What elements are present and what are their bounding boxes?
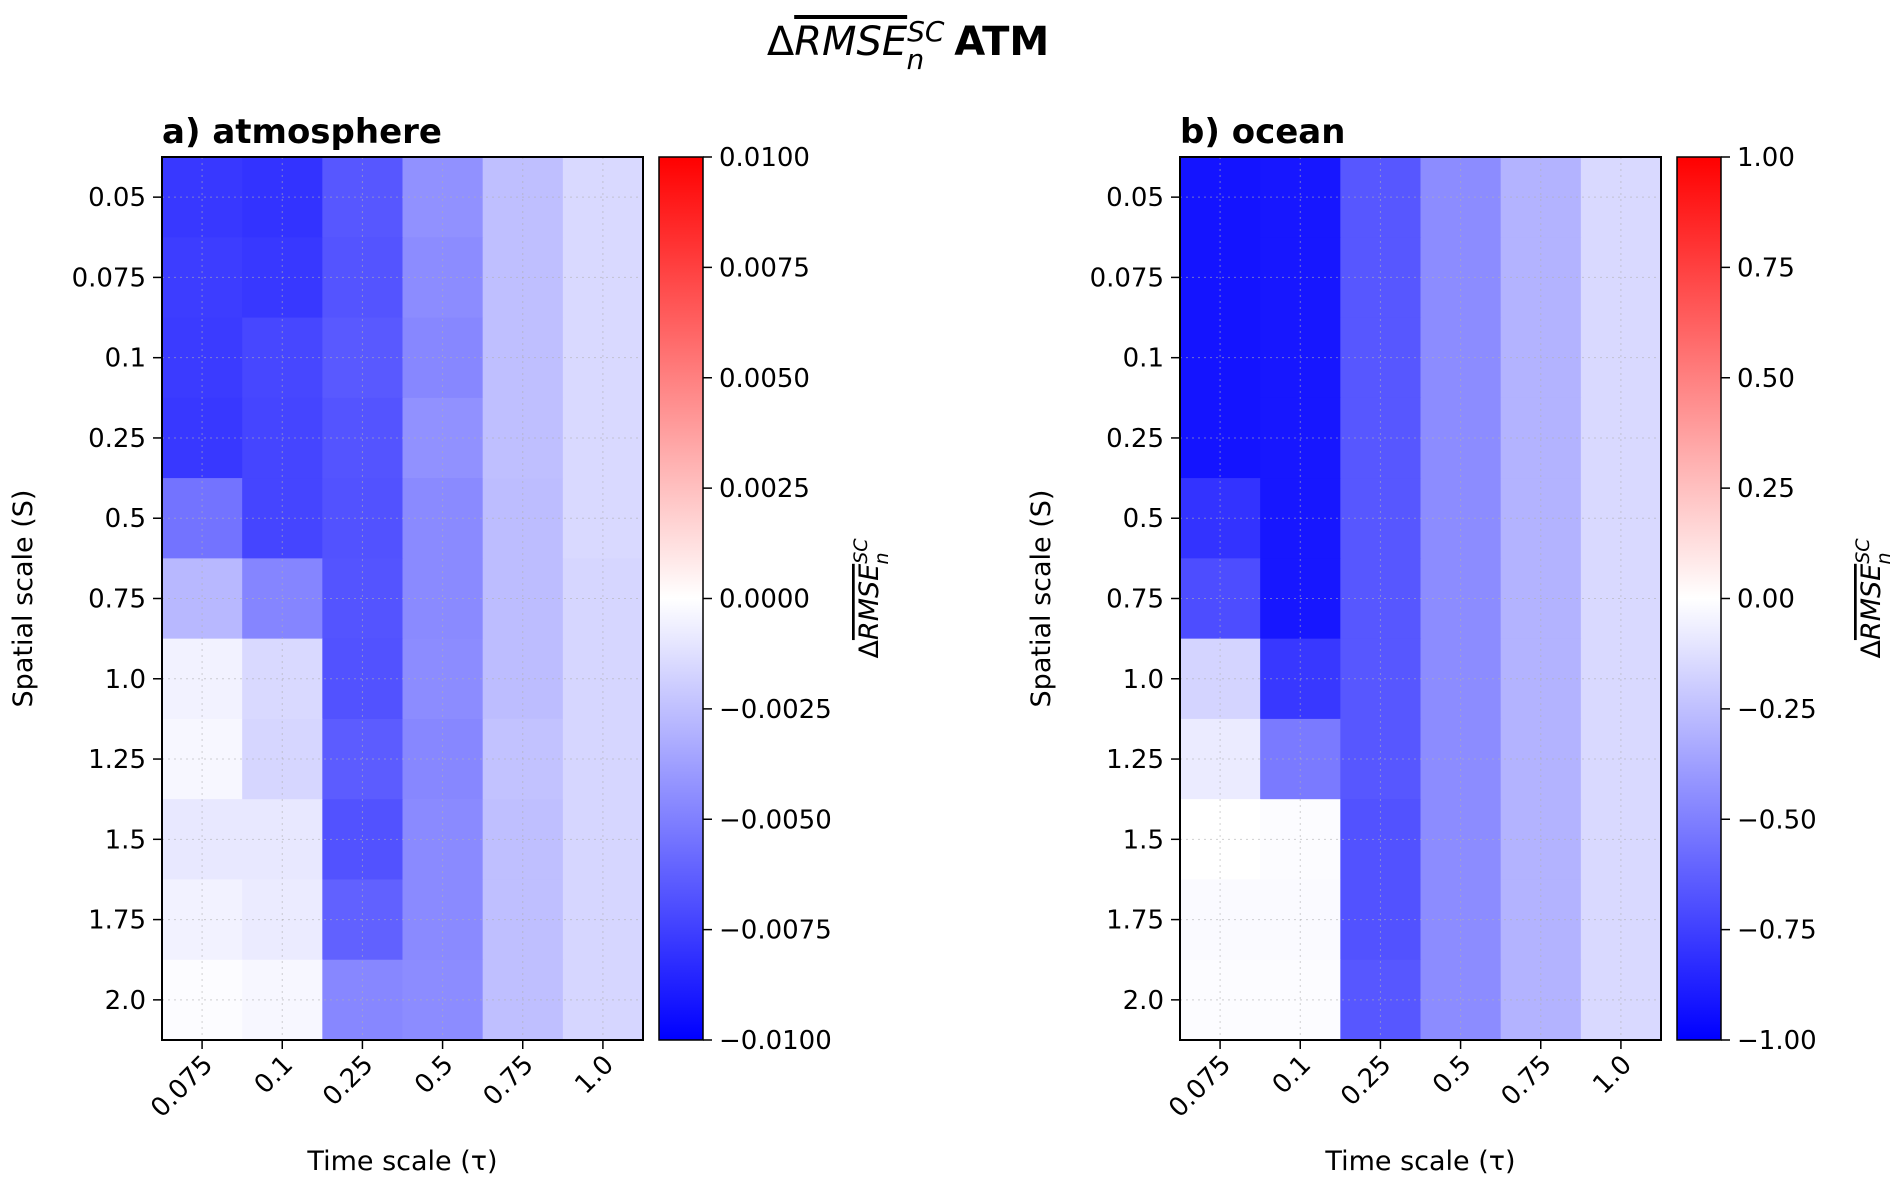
colorbar-label: ΔRMSESCn <box>850 538 893 659</box>
x-tick-label: 0.5 <box>409 1050 459 1100</box>
heatmap-cell <box>322 718 404 800</box>
colorbar-tick-label: 0.0025 <box>719 474 810 504</box>
panel-atmosphere: a) atmosphere 0.05 0.075 0.1 0.25 0.5 0.75 1.0 1… <box>8 112 893 1177</box>
panel-title: b) ocean <box>1180 112 1345 152</box>
x-axis-label: Time scale (τ) <box>1324 1146 1515 1177</box>
colorbar <box>658 156 704 1041</box>
x-tick-label: 0.5 <box>1427 1050 1477 1100</box>
colorbar-label-var: RMSE <box>854 564 885 640</box>
y-tick-label: 0.5 <box>1123 504 1164 534</box>
x-axis-label: Time scale (τ) <box>306 1146 497 1177</box>
y-tick-label: 0.5 <box>105 504 146 534</box>
y-tick-label: 0.25 <box>1106 424 1164 454</box>
y-tick-label: 1.25 <box>1106 745 1164 775</box>
colorbar-label-delta: Δ <box>1856 640 1887 659</box>
colorbar-tick-label: 0.50 <box>1737 364 1795 394</box>
y-tick-label: 0.25 <box>88 424 146 454</box>
x-tick-label: 0.25 <box>1335 1050 1397 1112</box>
y-tick-label: 0.75 <box>1106 585 1164 615</box>
colorbar-tick-label: 0.00 <box>1737 585 1795 615</box>
colorbar-label-var: RMSE <box>1856 564 1887 640</box>
y-tick-label: 2.0 <box>105 986 146 1016</box>
figure-title-var: RMSE <box>794 19 908 65</box>
heatmap-cell <box>1340 397 1422 479</box>
x-tick-label: 0.75 <box>478 1050 540 1112</box>
x-tick-label: 0.075 <box>1163 1050 1237 1124</box>
grid-lines <box>162 157 643 1040</box>
x-tick-label: 0.25 <box>317 1050 379 1112</box>
y-tick-label: 1.25 <box>88 745 146 775</box>
colorbar-tick-label: 0.75 <box>1737 253 1795 283</box>
x-tick-label: 1.0 <box>569 1050 619 1100</box>
colorbar-label-sub: n <box>871 552 893 564</box>
panel-ocean: b) ocean 0.05 0.075 0.1 0.25 0.5 0.75 1.0 1.25 1.… <box>1026 112 1892 1177</box>
figure-title-sup: SC <box>907 15 945 48</box>
colorbar-tick-label: −0.50 <box>1737 805 1817 835</box>
colorbar-label-sup: SC <box>1852 538 1874 564</box>
y-tick-label: 2.0 <box>1123 986 1164 1016</box>
y-tick-label: 0.075 <box>72 263 146 293</box>
colorbar-label-sup: SC <box>850 538 872 564</box>
colorbar-tick-label: 0.0000 <box>719 585 810 615</box>
y-tick-label: 1.5 <box>1123 825 1164 855</box>
figure-title-sub: n <box>906 43 924 76</box>
colorbar-tick-label: −0.25 <box>1737 695 1817 725</box>
colorbar-tick-label: 0.0100 <box>719 143 810 173</box>
y-axis-label: Spatial scale (S) <box>8 490 39 708</box>
y-axis-label: Spatial scale (S) <box>1026 490 1057 708</box>
colorbar-tick-label: −0.0025 <box>719 695 832 725</box>
x-tick-label: 0.1 <box>249 1050 299 1100</box>
y-tick-label: 0.075 <box>1090 263 1164 293</box>
y-tick-label: 0.75 <box>88 585 146 615</box>
y-tick-label: 0.05 <box>1106 183 1164 213</box>
figure-title-suffix: ATM <box>954 19 1049 65</box>
colorbar-tick-label: −1.00 <box>1737 1026 1817 1056</box>
colorbar-label-sub: n <box>1873 552 1892 564</box>
colorbar-tick-label: −0.0100 <box>719 1026 832 1056</box>
y-tick-label: 1.0 <box>105 665 146 695</box>
figure-title-delta: Δ <box>767 19 795 65</box>
heatmap-cell <box>322 397 404 479</box>
colorbar-label-delta: Δ <box>854 640 885 659</box>
colorbar-tick-label: 0.0075 <box>719 253 810 283</box>
y-tick-label: 1.0 <box>1123 665 1164 695</box>
panel-title: a) atmosphere <box>162 112 442 152</box>
colorbar-tick-label: −0.0050 <box>719 805 832 835</box>
colorbar-tick-label: −0.75 <box>1737 916 1817 946</box>
colorbar-label: ΔRMSESCn <box>1852 538 1892 659</box>
x-tick-label: 0.75 <box>1496 1050 1558 1112</box>
y-tick-label: 0.1 <box>1123 344 1164 374</box>
colorbar-tick-label: 0.25 <box>1737 474 1795 504</box>
colorbar <box>1676 156 1722 1041</box>
figure-title: ΔRMSESC n ATM <box>767 15 1049 76</box>
colorbar-tick-label: −0.0075 <box>719 916 832 946</box>
y-tick-label: 1.75 <box>88 906 146 936</box>
colorbar-tick-label: 1.00 <box>1737 143 1795 173</box>
grid-lines <box>1180 157 1661 1040</box>
y-tick-label: 1.75 <box>1106 906 1164 936</box>
y-tick-label: 1.5 <box>105 825 146 855</box>
colorbar-tick-label: 0.0050 <box>719 364 810 394</box>
x-tick-label: 0.1 <box>1267 1050 1317 1100</box>
y-tick-label: 0.1 <box>105 344 146 374</box>
x-tick-label: 1.0 <box>1587 1050 1637 1100</box>
heatmap-cell <box>1340 718 1422 800</box>
y-tick-label: 0.05 <box>88 183 146 213</box>
x-tick-label: 0.075 <box>145 1050 219 1124</box>
